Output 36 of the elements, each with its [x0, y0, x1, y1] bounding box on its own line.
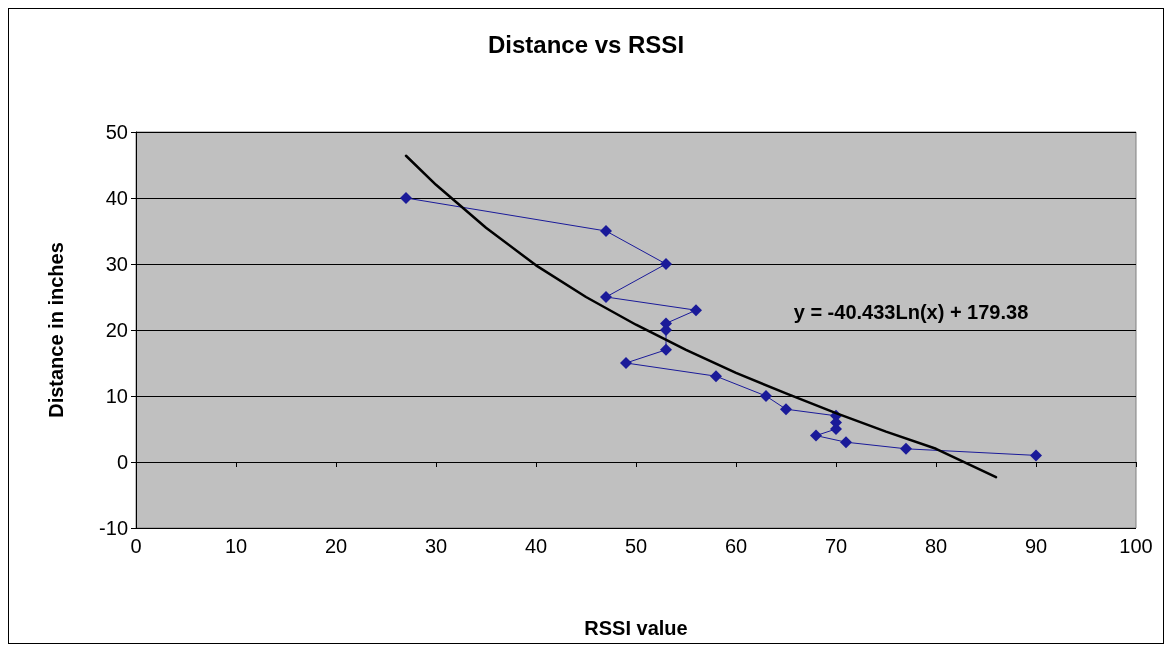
y-tick-label: 50 — [105, 121, 128, 143]
annotation: y = -40.433Ln(x) + 179.38 — [793, 301, 1029, 324]
point — [620, 357, 632, 369]
point — [840, 436, 852, 449]
point — [1030, 449, 1042, 462]
point — [600, 225, 612, 237]
x-tick-label: 0 — [130, 535, 142, 557]
y-tick-label: 0 — [116, 451, 128, 473]
point — [810, 429, 822, 442]
chart-title: Distance vs RSSI — [487, 30, 685, 58]
x-tick-label: 10 — [224, 535, 248, 557]
x-tick-label: 50 — [624, 535, 648, 557]
x-tick-label: 40 — [524, 535, 548, 557]
y-tick-label: 40 — [105, 187, 128, 209]
x-tick-label: 80 — [924, 535, 948, 557]
x-axis-title: RSSI value — [584, 617, 688, 639]
x-tick-label: 70 — [824, 535, 848, 557]
y-tick-label: 10 — [105, 385, 128, 407]
y-tick-label: 30 — [105, 253, 128, 275]
point — [600, 291, 612, 303]
point — [780, 403, 792, 416]
x-tick-label: 30 — [424, 535, 448, 557]
x-tick-label: 60 — [724, 535, 748, 557]
x-tick-label: 90 — [1024, 535, 1048, 557]
x-tick-label: 100 — [1119, 535, 1153, 557]
y-axis-title: Distance in inches — [45, 242, 67, 418]
point — [710, 370, 722, 383]
y-tick-label: 20 — [105, 319, 128, 341]
y-tick-label: -10 — [99, 517, 128, 539]
point — [900, 442, 912, 455]
point — [760, 390, 772, 402]
point — [690, 304, 702, 317]
point — [660, 343, 672, 356]
point — [660, 258, 672, 270]
point — [400, 192, 412, 204]
x-tick-label: 20 — [324, 535, 348, 557]
